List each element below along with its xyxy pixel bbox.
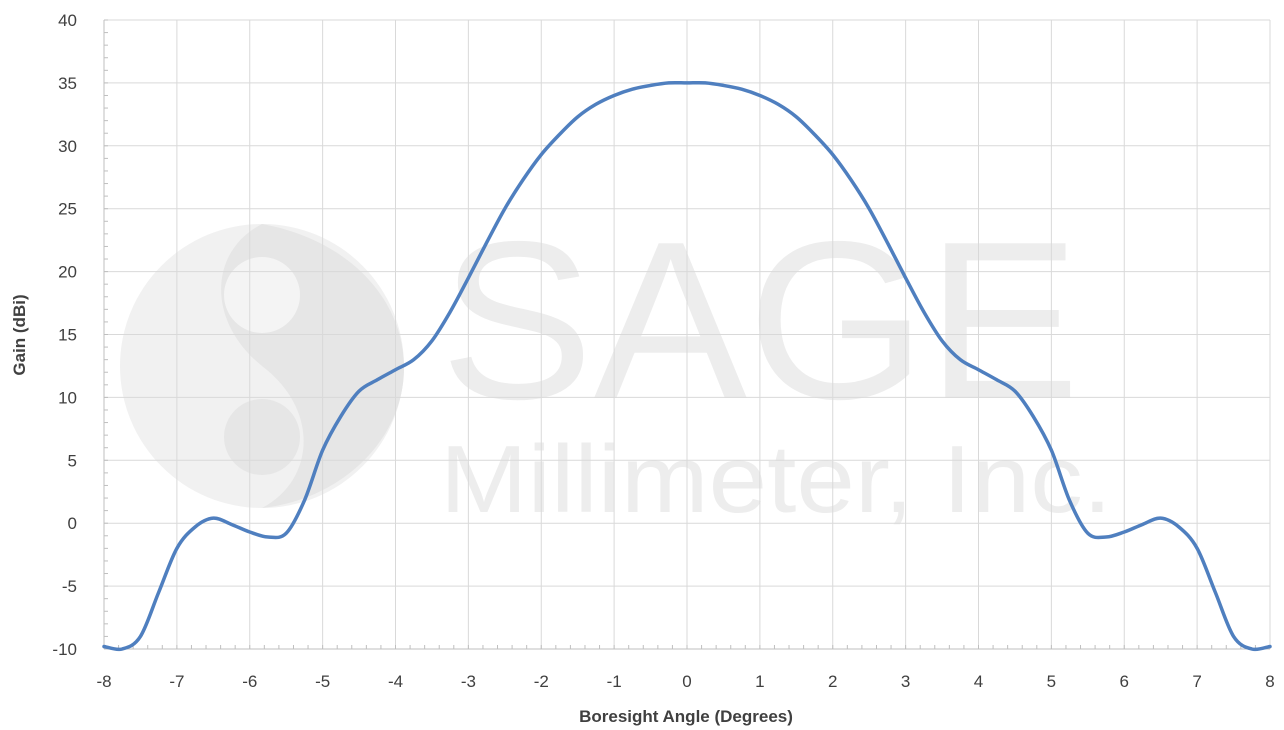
x-tick-label: -4 <box>388 672 403 691</box>
x-tick-label: 8 <box>1265 672 1274 691</box>
x-tick-label: 1 <box>755 672 764 691</box>
x-tick-label: -3 <box>461 672 476 691</box>
watermark: SAGE Millimeter, Inc. <box>120 194 1112 533</box>
x-tick-label: -8 <box>96 672 111 691</box>
x-tick-label: -1 <box>607 672 622 691</box>
x-tick-label: -5 <box>315 672 330 691</box>
x-tick-label: 6 <box>1120 672 1129 691</box>
y-tick-label: 5 <box>68 451 77 470</box>
y-tick-label: 10 <box>58 388 77 407</box>
x-tick-label: 5 <box>1047 672 1056 691</box>
x-tick-labels: -8 -7 -6 -5 -4 -3 -2 -1 0 1 2 3 4 5 6 7 8 <box>96 672 1274 691</box>
x-axis-title: Boresight Angle (Degrees) <box>579 707 793 726</box>
y-tick-label: 0 <box>68 514 77 533</box>
watermark-subtitle: Millimeter, Inc. <box>440 426 1112 533</box>
y-axis-title: Gain (dBi) <box>10 294 29 375</box>
x-tick-label: 7 <box>1192 672 1201 691</box>
axes <box>103 20 1270 650</box>
series-group <box>102 80 1272 652</box>
y-tick-label: 30 <box>58 137 77 156</box>
y-tick-labels: -10 -5 0 5 10 15 20 25 30 35 40 <box>52 11 77 659</box>
x-tick-label: -2 <box>534 672 549 691</box>
y-tick-label: 20 <box>58 263 77 282</box>
series-line <box>102 80 1272 652</box>
y-tick-label: 15 <box>58 326 77 345</box>
x-tick-label: 2 <box>828 672 837 691</box>
y-tick-label: 35 <box>58 74 77 93</box>
y-tick-label: 25 <box>58 200 77 219</box>
x-tick-label: -7 <box>169 672 184 691</box>
y-tick-label: -10 <box>52 640 77 659</box>
x-tick-label: 4 <box>974 672 983 691</box>
y-tick-label: -5 <box>62 577 77 596</box>
y-tick-label: 40 <box>58 11 77 30</box>
watermark-logo-icon <box>120 224 405 508</box>
x-tick-label: 3 <box>901 672 910 691</box>
x-tick-label: 0 <box>682 672 691 691</box>
x-tick-label: -6 <box>242 672 257 691</box>
gridlines <box>104 19 1271 649</box>
